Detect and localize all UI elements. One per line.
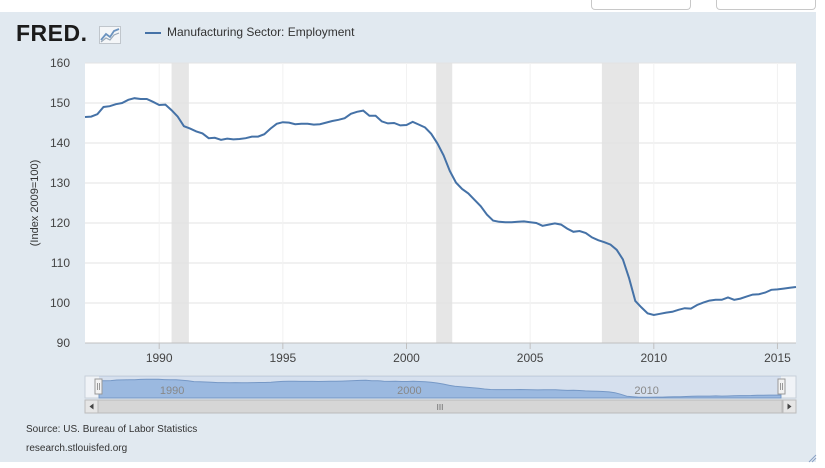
logo-text: FRED (16, 20, 81, 46)
scrollbar-grip: III (437, 403, 444, 412)
site-url[interactable]: research.stlouisfed.org (26, 443, 128, 454)
source-note: Source: US. Bureau of Labor Statistics (26, 424, 198, 435)
navigator-selection[interactable] (99, 376, 781, 398)
top-menu-button[interactable] (591, 0, 691, 10)
series-line-manufacturing-employment (84, 97, 797, 317)
recession-band-2 (436, 63, 453, 343)
y-tick-label: 140 (50, 136, 70, 150)
recession-band-1 (171, 63, 189, 343)
y-tick-label: 100 (50, 296, 70, 310)
y-tick-label: 90 (57, 336, 71, 350)
navigator-tick-label: 2000 (397, 385, 421, 397)
arrow-left-icon (89, 403, 94, 410)
y-axis-label: (Index 2009=100) (29, 160, 41, 247)
legend-swatch (145, 31, 161, 34)
y-tick-label: 130 (50, 176, 70, 190)
x-tick-label: 2005 (517, 351, 544, 365)
fred-logo[interactable]: FRED. (16, 20, 88, 47)
logo-dot: . (80, 20, 88, 46)
navigator-tick-label: 2010 (634, 385, 658, 397)
navigator-series-area (98, 378, 782, 399)
top-menu-button-2[interactable] (716, 0, 816, 10)
x-tick-label: 2010 (640, 351, 667, 365)
y-tick-label: 120 (50, 216, 70, 230)
navigator-tick-label: 1990 (160, 385, 184, 397)
resize-handle-icon[interactable] (808, 454, 817, 463)
x-tick-label: 2000 (393, 351, 420, 365)
x-tick-label: 1990 (146, 351, 173, 365)
x-tick-label: 2015 (764, 351, 791, 365)
legend-label: Manufacturing Sector: Employment (167, 25, 355, 39)
y-tick-label: 110 (51, 256, 70, 270)
y-tick-label: 150 (50, 96, 70, 110)
navigator-handle-right[interactable] (777, 378, 786, 395)
chart-logo-icon (99, 26, 121, 44)
legend[interactable]: Manufacturing Sector: Employment (145, 25, 354, 39)
recession-band-3 (601, 63, 639, 343)
x-tick-label: 1995 (269, 351, 296, 365)
navigator-handle-left[interactable] (94, 378, 103, 395)
y-tick-label: 160 (50, 56, 70, 70)
arrow-right-icon (787, 403, 792, 410)
